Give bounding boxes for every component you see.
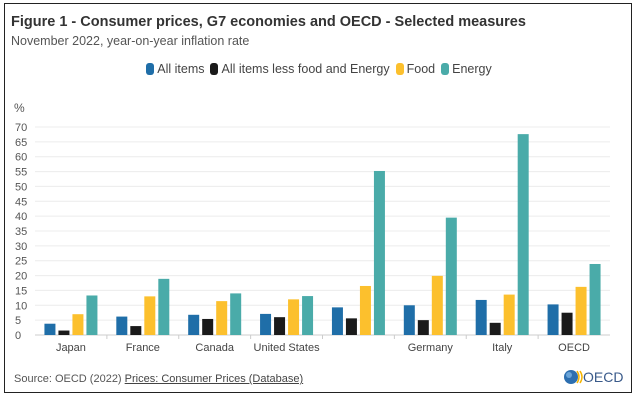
bar-all-items-less-food-and-energy <box>274 317 286 335</box>
legend-swatch <box>146 63 155 75</box>
bar-all-items-less-food-and-energy <box>489 322 501 335</box>
y-tick-label: 45 <box>15 196 27 208</box>
y-tick-label: 0 <box>15 330 21 342</box>
legend-swatch <box>441 63 450 75</box>
oecd-logo: OECD <box>563 368 623 386</box>
x-tick-label: United States <box>254 342 321 354</box>
bar-all-items <box>260 313 272 335</box>
legend-swatch <box>395 63 404 75</box>
legend: All items All items less food and Energy F… <box>0 62 638 78</box>
bar-food <box>288 299 300 335</box>
y-tick-label: 30 <box>15 241 27 253</box>
legend-label: Food <box>406 62 436 76</box>
bar-all-items-less-food-and-energy <box>345 318 357 335</box>
logo-text: OECD <box>583 369 624 385</box>
y-tick-label: 5 <box>15 315 21 327</box>
legend-label: All items less food and Energy <box>221 62 390 76</box>
bar-food <box>431 275 443 335</box>
y-tick-label: 20 <box>15 271 27 283</box>
x-tick-label: Italy <box>492 342 513 354</box>
bar-food <box>72 314 84 335</box>
bar-energy <box>373 170 385 335</box>
bar-all-items <box>188 314 200 335</box>
bar-food <box>575 286 587 335</box>
legend-item: Energy <box>441 62 492 76</box>
y-tick-label: 50 <box>15 181 27 193</box>
x-tick-label: Japan <box>56 342 86 354</box>
chart-title: Figure 1 - Consumer prices, G7 economies… <box>11 14 526 30</box>
chart-subtitle: November 2022, year-on-year inflation ra… <box>11 34 250 48</box>
legend-item: Food <box>395 62 436 76</box>
bar-energy <box>86 295 98 335</box>
source-link[interactable]: Prices: Consumer Prices (Database) <box>124 373 304 385</box>
legend-label: Energy <box>452 62 492 76</box>
bar-all-items-less-food-and-energy <box>202 318 214 335</box>
x-tick-label: France <box>126 342 160 354</box>
bar-energy <box>230 293 242 335</box>
bar-energy <box>158 278 170 335</box>
source-prefix: Source: OECD (2022) <box>14 373 125 385</box>
bar-food <box>503 294 515 335</box>
legend-item: All items less food and Energy <box>210 62 390 76</box>
bar-all-items <box>116 316 128 335</box>
bar-energy <box>445 217 457 335</box>
bar-all-items <box>403 305 415 335</box>
bar-energy <box>589 263 601 335</box>
legend-swatch <box>210 63 219 75</box>
y-tick-label: 35 <box>15 226 27 238</box>
bar-all-items <box>475 299 487 335</box>
y-tick-label: 15 <box>15 285 27 297</box>
y-tick-label: 40 <box>15 211 27 223</box>
bar-all-items-less-food-and-energy <box>58 330 70 335</box>
y-tick-label: 25 <box>15 256 27 268</box>
y-axis-label: % <box>14 101 25 115</box>
y-tick-label: 60 <box>15 152 27 164</box>
y-tick-label: 55 <box>15 167 27 179</box>
bar-all-items-less-food-and-energy <box>417 320 429 335</box>
bar-food <box>144 296 156 335</box>
x-tick-label: OECD <box>558 342 590 354</box>
y-tick-label: 70 <box>15 122 27 134</box>
bar-all-items <box>547 304 559 335</box>
y-tick-label: 10 <box>15 300 27 312</box>
bar-food <box>359 285 371 335</box>
legend-item: All items <box>146 62 204 76</box>
bar-all-items-less-food-and-energy <box>130 326 142 335</box>
bar-energy <box>517 134 529 335</box>
x-tick-label: Canada <box>195 342 234 354</box>
x-tick-label: Germany <box>408 342 454 354</box>
bar-all-items <box>331 307 343 335</box>
bar-all-items-less-food-and-energy <box>561 312 573 335</box>
source-note: Source: OECD (2022) Prices: Consumer Pri… <box>14 373 303 385</box>
globe-icon <box>564 370 583 384</box>
y-tick-label: 65 <box>15 137 27 149</box>
legend-label: All items <box>157 62 205 76</box>
bar-food <box>216 301 228 335</box>
bar-all-items <box>44 323 56 335</box>
bar-energy <box>302 296 314 335</box>
